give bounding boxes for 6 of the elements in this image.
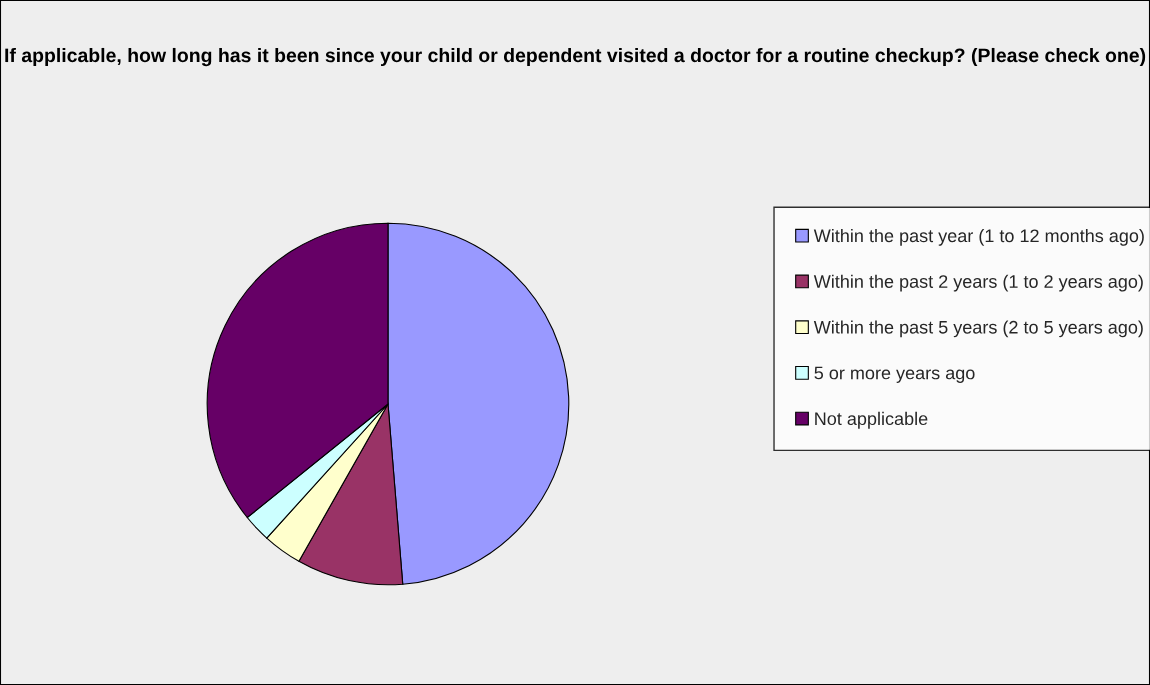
legend-label: Within the past 5 years (2 to 5 years ago) xyxy=(813,320,1143,338)
legend-label: Not applicable xyxy=(815,411,928,429)
legend-label: Within the past year (1 to 12 months ago) xyxy=(813,228,1144,246)
chart-title: If applicable, how long has it been since your child or dependent visited a doctor for a routine checkup? (Please check one) xyxy=(5,47,1146,67)
legend-label: Within the past 2 years (1 to 2 years ago) xyxy=(813,274,1143,292)
legend-label: 5 or more years ago xyxy=(814,366,975,383)
